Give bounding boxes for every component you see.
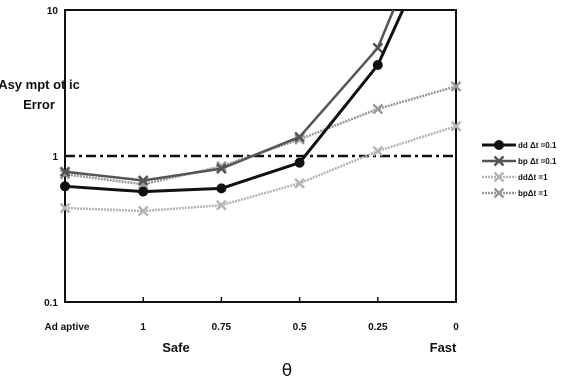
legend-label: bp Δt =0.1 [518, 157, 557, 166]
series-2-point [59, 202, 71, 214]
series-0-point [138, 186, 149, 197]
x-axis-title: θ [282, 361, 292, 381]
series-1-point [216, 163, 227, 174]
y-tick-label: 0.1 [44, 298, 58, 309]
series-1-point [493, 155, 505, 167]
legend-item: bp Δt =0.1 [482, 155, 557, 167]
x-axis-right-end-label: Fast [430, 340, 457, 355]
series-2-point [450, 120, 462, 132]
x-tick-label: Ad aptive [44, 322, 89, 333]
legend-label: bpΔt =1 [518, 189, 548, 198]
series-2-line [64, 125, 457, 213]
x-tick-label: 0 [453, 322, 459, 333]
y-tick-label: 10 [47, 6, 59, 17]
series-0-point [216, 183, 227, 194]
series-1-line [64, 9, 395, 182]
x-tick-label: 0.5 [293, 322, 307, 333]
series-0-line [64, 9, 405, 194]
series-2-point [216, 199, 227, 211]
y-axis-title-line-1: Asy mpt ot ic [0, 77, 80, 92]
series-3-line [64, 85, 457, 186]
series-2-point [137, 205, 149, 217]
series-3-point [294, 133, 305, 145]
series-3-point [372, 103, 384, 115]
series-0 [60, 9, 405, 197]
series-0-point [372, 60, 383, 71]
series-0-point [60, 181, 70, 192]
series-1 [59, 9, 395, 186]
series-0-point [494, 140, 504, 150]
series-2-point [294, 177, 305, 189]
series-3-point [450, 80, 462, 92]
series-1-point [137, 175, 149, 186]
legend: dd Δt =0.1 bp Δt =0.1 ddΔt =1 bpΔt =1 [482, 140, 557, 199]
series-2 [59, 120, 462, 217]
x-axis: Ad aptive 1 0.75 0.5 0.25 0 [44, 297, 459, 333]
y-axis: 0.1 1 10 [44, 6, 70, 309]
legend-item: dd Δt =0.1 [482, 140, 557, 150]
series-3 [59, 80, 462, 190]
legend-label: ddΔt =1 [518, 173, 548, 182]
series-1-point [294, 131, 305, 143]
x-tick-label: 0.25 [368, 322, 388, 333]
series-1-point [372, 42, 384, 54]
x-axis-left-end-label: Safe [162, 340, 189, 355]
series-0-point [294, 157, 305, 168]
y-axis-title-line-2: Error [23, 97, 55, 112]
series-lines [59, 9, 462, 217]
legend-item: bpΔt =1 [482, 187, 548, 199]
y-axis-title: Asy mpt ot ic Error [0, 77, 80, 112]
series-1-point [59, 166, 71, 178]
x-tick-label: 1 [140, 322, 146, 333]
legend-label: dd Δt =0.1 [518, 141, 557, 150]
series-3-point [493, 187, 505, 199]
series-2-point [493, 171, 505, 183]
legend-item: ddΔt =1 [482, 171, 548, 183]
y-tick-label: 1 [52, 152, 58, 163]
x-tick-label: 0.75 [212, 322, 232, 333]
series-2-point [372, 145, 384, 157]
